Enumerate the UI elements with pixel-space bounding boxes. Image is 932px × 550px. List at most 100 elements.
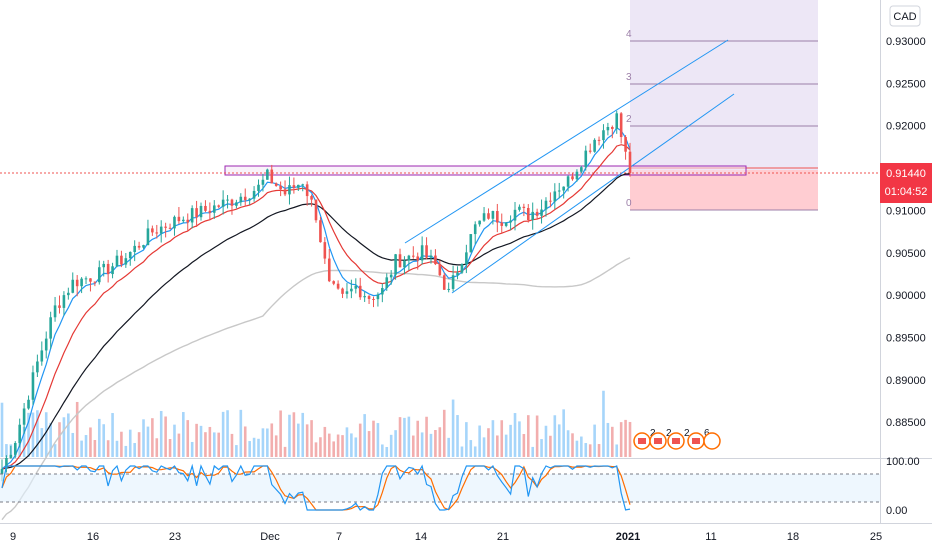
volume-bar: [226, 410, 229, 457]
volume-bar: [243, 426, 247, 457]
candle-body: [381, 288, 384, 295]
candle-body: [252, 190, 256, 199]
candle-body: [62, 295, 66, 308]
economic-event-marker[interactable]: 2: [667, 428, 690, 450]
channel-lower-line[interactable]: [451, 93, 735, 294]
candle-body: [447, 288, 450, 290]
candle-body: [310, 196, 313, 200]
volume-bar: [120, 431, 123, 457]
candle-body: [478, 220, 481, 225]
candle-body: [305, 184, 309, 197]
ascending-channel[interactable]: [404, 39, 735, 294]
volume-bar: [473, 446, 477, 457]
resistance-zone[interactable]: [224, 165, 747, 176]
candle-body: [27, 399, 30, 409]
volume-bar: [358, 423, 362, 457]
oscillator-tick-label: 100.00: [886, 456, 920, 468]
volume-bar: [217, 432, 221, 457]
event-count: 2: [666, 428, 672, 439]
volume-bar: [5, 444, 8, 457]
candle-body: [354, 285, 358, 289]
volume-bar: [606, 422, 610, 457]
price-tick-label: 0.90000: [886, 290, 926, 302]
candle-body: [111, 266, 114, 275]
candle-body: [186, 219, 190, 223]
stochastic-lines: [1, 463, 631, 511]
candle-body: [624, 137, 627, 152]
price-tick-label: 0.93000: [886, 36, 926, 48]
candle-body: [292, 185, 296, 188]
candle-body: [571, 176, 574, 180]
candle-body: [496, 211, 499, 223]
economic-event-marker[interactable]: 2: [649, 428, 672, 450]
candle-body: [372, 298, 375, 300]
candle-body: [221, 199, 225, 207]
candle-body: [619, 113, 623, 138]
candle-body: [230, 199, 234, 206]
oscillator-axis[interactable]: 100.00 0.00: [886, 456, 920, 517]
candle-body: [182, 219, 185, 222]
currency-button[interactable]: CAD: [889, 5, 921, 27]
volume-bar: [137, 432, 141, 457]
volume-bar: [124, 445, 128, 457]
candle-body: [212, 205, 216, 213]
volume-bar: [49, 422, 52, 457]
candle-body: [217, 205, 221, 207]
candle-body: [36, 361, 39, 373]
candle-body: [80, 278, 83, 287]
candle-body: [438, 264, 442, 276]
time-axis[interactable]: 9 16 23 Dec 7 14 21 2021 11 18 25: [10, 531, 882, 543]
candle-body: [469, 234, 473, 253]
volume-bar: [102, 424, 106, 457]
price-tick-label: 0.92000: [886, 121, 926, 133]
volume-bar: [602, 390, 605, 457]
candle-body: [261, 179, 265, 185]
price-axis[interactable]: 0.93000 0.92500 0.92000 0.91000 0.90500 0.900…: [886, 36, 926, 429]
volume-bar: [190, 441, 194, 457]
volume-bar: [518, 421, 521, 457]
volume-bar: [310, 420, 313, 457]
candle-body: [549, 200, 552, 202]
volume-bar: [513, 413, 517, 457]
volume-bar: [142, 419, 145, 457]
volume-bar: [575, 440, 579, 457]
fib-extension[interactable]: 4 3 2 0: [626, 0, 818, 211]
candle-body: [257, 184, 260, 191]
volume-bar: [314, 442, 318, 457]
candle-body: [270, 169, 274, 184]
volume-bar: [540, 439, 543, 457]
volume-bar: [394, 430, 397, 457]
candle-body: [451, 275, 455, 289]
volume-bar: [323, 426, 327, 457]
candle-body: [58, 305, 61, 308]
volume-bar: [557, 424, 561, 457]
price-tick-label: 0.90500: [886, 248, 926, 260]
volume-bar: [212, 432, 216, 457]
event-count: 2: [650, 428, 656, 439]
bar-countdown: 01:04:52: [885, 186, 928, 198]
stoch-k-line: [1, 463, 631, 511]
volume-bar: [97, 418, 101, 457]
candle-body: [102, 263, 106, 268]
volume-bar: [195, 423, 198, 457]
candle-body: [40, 350, 44, 362]
volume-bar: [420, 432, 424, 457]
volume-bar: [491, 420, 495, 457]
volume-bar: [372, 420, 375, 457]
volume-bar: [155, 438, 159, 457]
volume-bar: [252, 437, 256, 457]
candle-body: [429, 255, 433, 258]
candle-body: [465, 252, 468, 265]
candle-body: [376, 294, 380, 300]
channel-upper-line[interactable]: [404, 39, 729, 244]
candle-body: [120, 255, 123, 265]
candle-body: [540, 209, 543, 216]
volume-bar: [611, 426, 614, 457]
candle-body: [487, 213, 490, 219]
candle-body: [142, 245, 145, 248]
volume-bar: [367, 431, 371, 457]
candle-body: [159, 226, 163, 234]
candle-body: [53, 305, 57, 318]
